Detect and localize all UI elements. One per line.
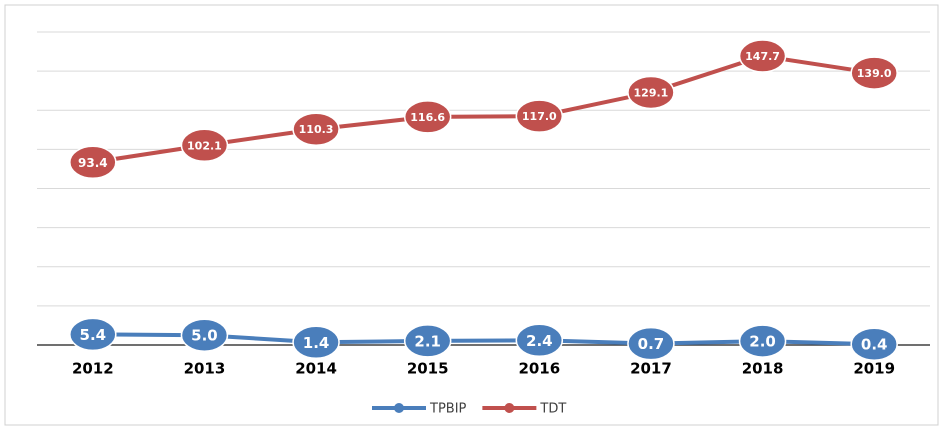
data-label: 5.4 (80, 326, 107, 344)
data-point (738, 39, 787, 73)
data-point (292, 112, 340, 146)
x-tick-label: 2016 (518, 360, 560, 378)
data-point (515, 99, 564, 133)
legend-label: TPBIP (429, 402, 467, 417)
data-label: 2.0 (749, 333, 776, 351)
data-point (403, 324, 452, 358)
legend-label: TDT (539, 402, 566, 417)
data-label: 2.4 (526, 332, 553, 350)
data-label: 129.1 (634, 86, 669, 99)
data-point (850, 327, 898, 361)
chart-border (4, 4, 939, 426)
data-point (292, 325, 340, 360)
data-label: 102.1 (187, 139, 222, 152)
data-point (738, 324, 787, 358)
x-tick-label: 2012 (72, 360, 114, 378)
data-point (69, 317, 117, 352)
data-label: 1.4 (303, 334, 330, 352)
legend-marker (504, 403, 515, 413)
x-tick-label: 2015 (407, 360, 449, 378)
data-label: 110.3 (299, 123, 334, 136)
legend-marker (394, 403, 404, 413)
x-tick-label: 2017 (630, 360, 672, 378)
data-point (69, 145, 117, 180)
data-label: 0.7 (638, 335, 665, 353)
data-point (515, 323, 564, 358)
data-label: 116.6 (410, 111, 445, 124)
x-tick-label: 2014 (295, 360, 337, 378)
data-point (180, 318, 229, 352)
data-label: 5.0 (191, 327, 218, 345)
data-label: 147.7 (745, 50, 780, 63)
data-point (627, 75, 675, 110)
data-point (403, 100, 452, 134)
x-tick-label: 2018 (742, 360, 784, 378)
data-label: 0.4 (861, 336, 888, 354)
x-tick-label: 2019 (853, 360, 895, 378)
data-label: 117.0 (522, 110, 557, 123)
data-point (180, 128, 229, 163)
data-label: 139.0 (857, 67, 892, 80)
data-point (627, 326, 675, 361)
data-label: 93.4 (78, 156, 108, 170)
data-point (850, 56, 898, 90)
data-label: 2.1 (414, 332, 441, 350)
x-tick-label: 2013 (184, 360, 226, 378)
